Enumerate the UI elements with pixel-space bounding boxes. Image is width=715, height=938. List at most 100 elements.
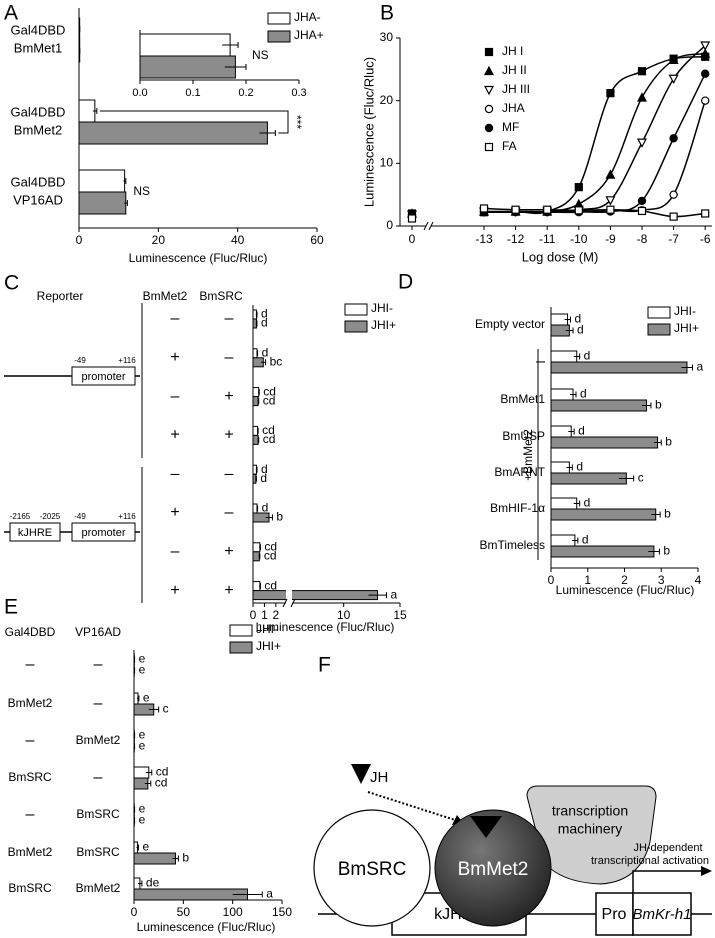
significance-letter: e [139, 728, 146, 742]
column-header: Gal4DBD [5, 625, 56, 639]
legend-label: FA [502, 139, 517, 153]
x-tick-label: 40 [231, 233, 245, 247]
marker [701, 209, 710, 218]
error-bar [259, 583, 261, 590]
axis-break-mark [428, 221, 434, 231]
significance-letter: cd [264, 578, 277, 592]
condition-sign: – [171, 310, 180, 327]
x-tick-label: 0 [409, 232, 416, 246]
panel-label: C [4, 272, 19, 295]
significance-letter: b [655, 398, 662, 412]
significance-label: *** [290, 115, 304, 129]
arrowhead [701, 866, 712, 876]
bar [550, 388, 574, 401]
marker [669, 212, 678, 221]
legend-label: JHI+ [674, 321, 699, 335]
category-label: BmHIF-1α [490, 501, 545, 515]
legend-swatch [647, 306, 671, 319]
marker [669, 190, 678, 199]
category-label: – [94, 695, 103, 712]
significance-letter: a [266, 887, 273, 901]
x-tick-label: 0 [548, 573, 555, 587]
bar [78, 121, 268, 145]
bar [252, 387, 260, 398]
marker [574, 206, 583, 215]
x-axis-label: Luminescence (Fluc/Rluc) [137, 920, 276, 934]
marker [668, 74, 679, 85]
error-bar [144, 780, 152, 787]
x-tick-label: 4 [695, 573, 702, 587]
condition-sign: – [225, 349, 234, 366]
error-bar [259, 544, 261, 551]
error-bar [618, 475, 635, 482]
category-label: VP16AD [13, 192, 63, 207]
element-box [595, 892, 634, 936]
legend-label: JHI+ [371, 318, 396, 332]
significance-letter: cd [263, 393, 276, 407]
marker [637, 206, 647, 216]
error-bar [653, 439, 662, 446]
bar [252, 434, 259, 445]
significance-letter: cd [156, 765, 169, 779]
error-bar [255, 466, 258, 473]
legend-swatch [267, 12, 291, 25]
x-tick-label: 100 [223, 905, 243, 919]
error-bar [258, 389, 260, 396]
condition-sign: – [225, 310, 234, 327]
machinery-label: transcription [552, 803, 628, 819]
panel-f: F JH kJHRE Pro BmKr-h1 BmSRC transcripti… [313, 654, 712, 936]
binding-arrow [367, 791, 456, 821]
significance-letter: bc [270, 354, 283, 368]
column-header: BmSRC [199, 289, 243, 303]
legend-label: JHA- [294, 10, 321, 24]
error-bar [642, 402, 652, 409]
legend-swatch [647, 323, 671, 336]
bar [252, 581, 261, 592]
error-bar [224, 64, 247, 70]
error-bar [259, 130, 276, 136]
error-bar [368, 592, 387, 599]
marker [606, 89, 615, 98]
category-label: – [536, 353, 545, 370]
significance-letter: d [261, 316, 268, 330]
significance-letter: d [576, 460, 583, 474]
bar [550, 399, 648, 412]
bar [252, 425, 259, 436]
marker [637, 92, 647, 102]
error-bar [571, 537, 579, 544]
x-axis-label: Luminescence (Fluc/Rluc) [556, 583, 695, 597]
error-bar [148, 706, 160, 713]
marker [407, 214, 417, 223]
y-axis-label: Luminescence (Fluc/Rluc) [361, 57, 376, 207]
error-bar [257, 427, 259, 434]
marker [701, 96, 710, 105]
protein-label: BmMet2 [458, 859, 529, 880]
error-bar [573, 353, 581, 360]
x-tick-label: -11 [539, 232, 556, 246]
significance-label: NS [252, 48, 269, 62]
x-tick-label: 0.0 [132, 87, 147, 99]
significance-letter: b [182, 851, 189, 865]
significance-letter: a [390, 587, 397, 601]
significance-letter: cd [263, 432, 276, 446]
legend-swatch [229, 641, 253, 654]
error-bar [134, 656, 136, 663]
error-bar [134, 667, 136, 674]
panel-label: B [380, 2, 394, 25]
axis-break-mark [282, 598, 288, 608]
marker [543, 205, 552, 214]
error-bar [651, 511, 661, 518]
x-tick-label: 15 [393, 608, 407, 622]
panel-label: E [4, 596, 18, 619]
bar [133, 852, 176, 865]
significance-letter: b [276, 510, 283, 524]
machinery-label: machinery [558, 821, 623, 837]
x-tick-label: -7 [668, 232, 679, 246]
category-label: Gal4DBD [11, 174, 66, 189]
condition-sign: + [170, 582, 179, 599]
legend-swatch [344, 303, 368, 316]
significance-letter: e [143, 691, 150, 705]
error-bar [564, 316, 571, 323]
reporter-box [9, 522, 61, 542]
legend-marker [484, 123, 494, 133]
